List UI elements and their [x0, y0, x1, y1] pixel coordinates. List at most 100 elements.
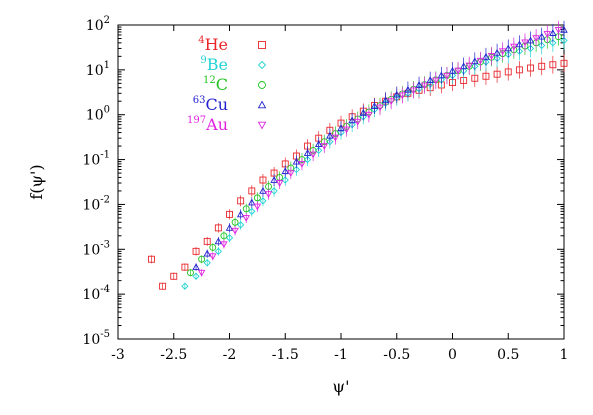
data-point	[187, 269, 194, 277]
legend-label: 4He	[198, 35, 228, 54]
data-point	[303, 149, 312, 156]
x-tick-label: -1.5	[272, 347, 299, 363]
data-point	[342, 126, 351, 134]
data-point	[537, 32, 546, 40]
legend-marker	[257, 100, 267, 109]
legend-label-element: C	[216, 75, 228, 94]
data-point	[298, 161, 306, 168]
data-point	[521, 39, 529, 47]
data-point	[353, 118, 362, 126]
x-axis: -3 -2.5 -2 -1.5 -1 -0.5 0 0.5 1	[111, 25, 568, 363]
y-tick-label: 10-2	[82, 194, 110, 213]
data-point	[549, 61, 557, 69]
data-point	[359, 108, 368, 116]
data-point	[264, 191, 273, 199]
data-point	[197, 269, 206, 277]
legend-item: 4He	[198, 35, 266, 54]
data-point	[365, 111, 373, 119]
data-point	[170, 272, 178, 280]
legend-marker	[258, 41, 266, 49]
data-point	[231, 218, 239, 226]
data-point	[538, 62, 546, 70]
data-point	[448, 66, 457, 74]
y-axis-label: f(ψ')	[27, 164, 46, 199]
data-point	[231, 227, 239, 235]
y-tick-base: 10	[82, 242, 100, 258]
legend-item: 12C	[203, 75, 266, 94]
x-tick-label: 0.5	[497, 347, 519, 363]
data-point	[159, 282, 167, 290]
data-point	[253, 194, 261, 202]
legend-label-superscript: 197	[187, 115, 206, 126]
legend-label: 9Be	[200, 55, 228, 74]
data-point	[314, 140, 323, 148]
legend-label-element: Cu	[205, 95, 228, 114]
data-point	[242, 205, 250, 213]
data-point	[493, 48, 501, 56]
y-tick-label: 10-4	[82, 284, 110, 303]
series-au	[197, 20, 563, 277]
data-point	[487, 53, 496, 60]
data-point	[147, 255, 155, 263]
legend-label: 12C	[203, 75, 228, 94]
data-point	[515, 66, 523, 74]
data-point	[493, 70, 501, 78]
data-point	[253, 203, 262, 211]
data-point	[337, 128, 345, 137]
data-point	[370, 102, 379, 110]
y-tick-base: 10	[82, 332, 100, 348]
data-point	[292, 165, 301, 174]
data-point	[560, 25, 568, 33]
y-tick-exponent: 2	[104, 15, 110, 26]
data-point	[337, 124, 345, 132]
y-tick-base: 10	[86, 63, 104, 79]
data-point	[181, 282, 189, 290]
data-point	[203, 237, 211, 245]
x-tick-label: 1	[560, 347, 569, 363]
y-tick-exponent: -4	[100, 284, 110, 295]
legend-label-superscript: 9	[200, 55, 206, 66]
series-c	[187, 27, 562, 277]
data-point	[248, 187, 256, 195]
data-point	[192, 263, 200, 270]
x-tick-label: -0.5	[383, 347, 410, 363]
data-point	[192, 272, 200, 280]
y-tick-exponent: -5	[100, 329, 110, 340]
x-tick-label: -2.5	[160, 347, 187, 363]
data-point	[504, 44, 513, 52]
data-point	[549, 29, 557, 36]
data-point	[415, 81, 423, 88]
data-point	[281, 176, 289, 184]
data-point	[320, 143, 329, 150]
y-tick-label: 101	[86, 60, 110, 79]
data-point	[498, 48, 507, 56]
y-tick-label: 100	[86, 105, 110, 124]
legend-label: 63Cu	[193, 95, 228, 114]
y-tick-exponent: -2	[100, 194, 110, 205]
data-point	[220, 241, 228, 249]
data-point	[482, 72, 490, 80]
y-tick-label: 10-3	[82, 239, 110, 258]
data-point	[426, 76, 434, 83]
series-he	[147, 54, 568, 290]
data-point	[404, 85, 412, 93]
data-point	[259, 176, 267, 184]
data-point	[515, 47, 524, 55]
data-point	[527, 64, 534, 72]
data-point	[526, 36, 535, 44]
data-point	[326, 138, 334, 146]
data-point	[259, 186, 267, 194]
data-point	[248, 198, 256, 206]
legend-item: 9Be	[200, 55, 267, 74]
data-point	[471, 57, 479, 65]
data-point	[225, 223, 234, 231]
legend-label-superscript: 12	[203, 75, 216, 86]
data-point	[275, 180, 284, 187]
data-point	[381, 96, 390, 104]
data-series	[147, 20, 568, 290]
data-point	[459, 62, 468, 70]
legend-label-element: He	[205, 35, 228, 54]
data-point	[214, 237, 223, 245]
data-point	[454, 67, 462, 75]
data-point	[560, 59, 568, 67]
